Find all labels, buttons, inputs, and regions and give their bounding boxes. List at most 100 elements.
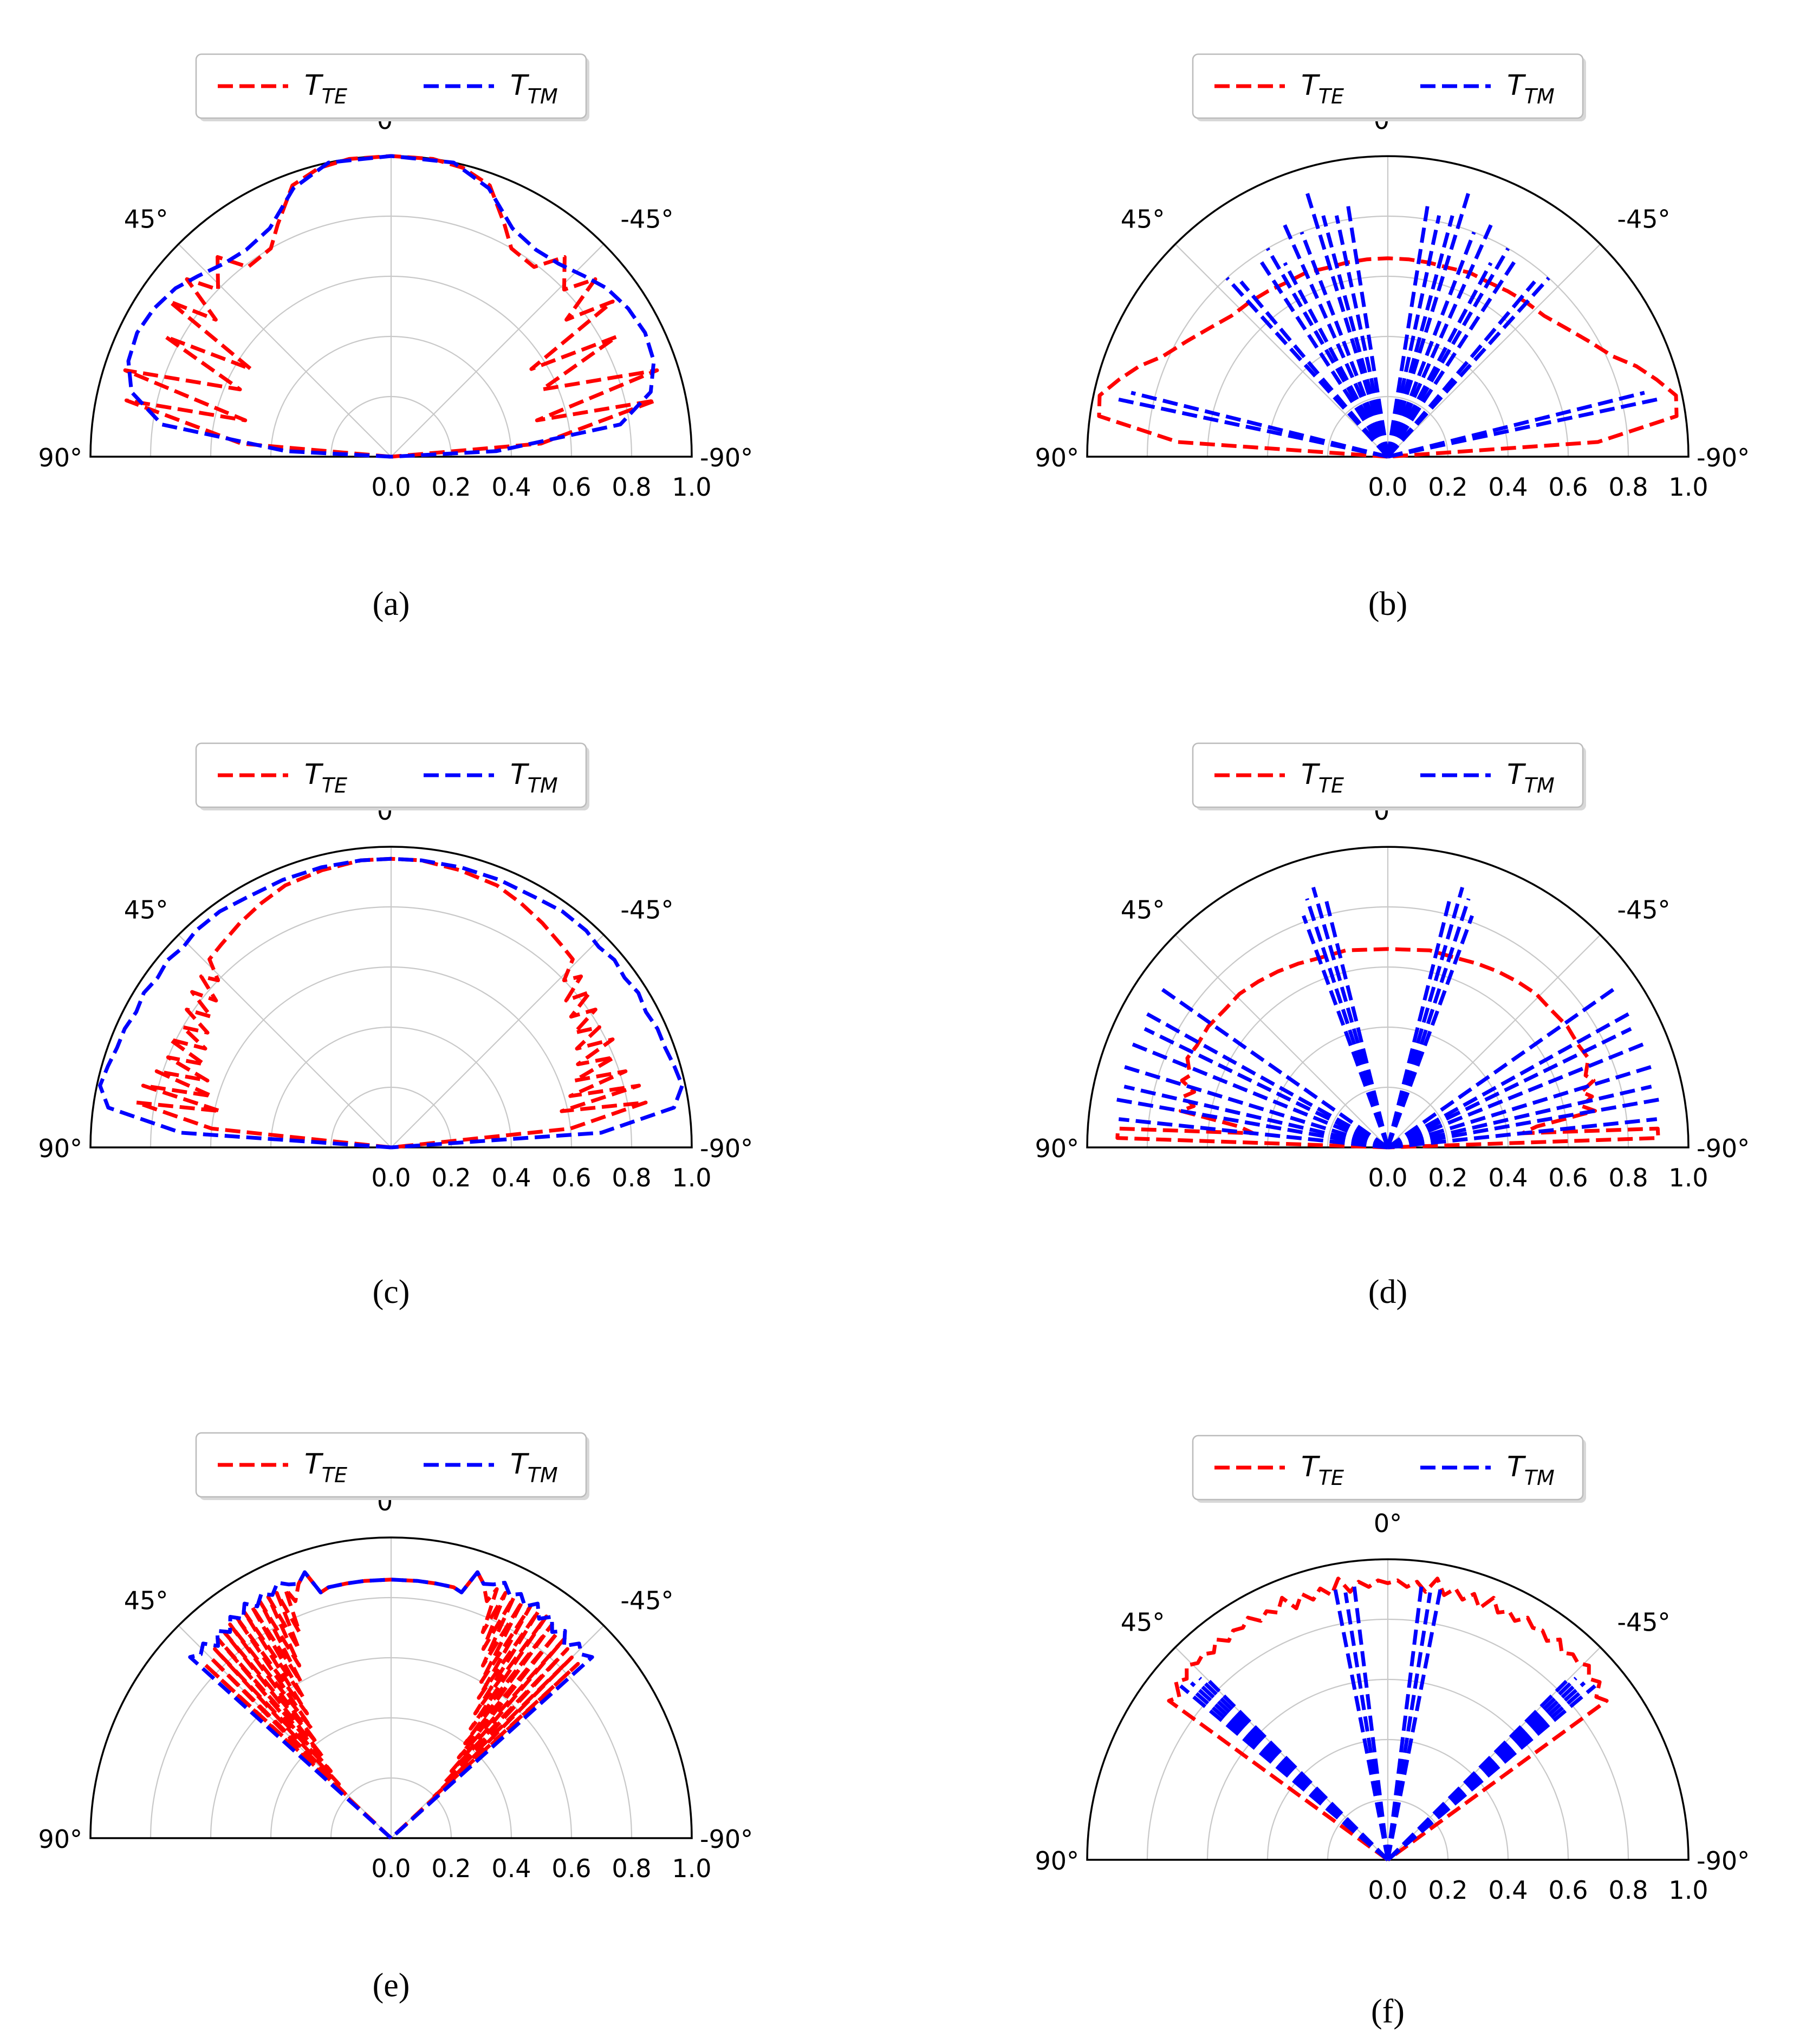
legend-label-t-te-main: T: [1301, 69, 1321, 102]
legend-label-t-te-subscript: TE: [1318, 85, 1344, 108]
legend-label-t-te-main: T: [1301, 758, 1321, 791]
legend-box: [1192, 1435, 1584, 1501]
legend-box: [1192, 742, 1584, 808]
series-t-tm-spoke: [1387, 1117, 1658, 1150]
series-t-tm-spoke: [1386, 886, 1465, 1148]
series-t-tm-spoke: [1387, 1065, 1653, 1150]
radial-tick-label: 1.0: [672, 1854, 711, 1883]
angle-tick-label: 45°: [1121, 1608, 1165, 1637]
radial-tick-label: 0.6: [1548, 472, 1588, 502]
legend-label-t-tm-subscript: TM: [1524, 1466, 1555, 1490]
angle-tick-label: 45°: [124, 1586, 168, 1615]
radial-tick-label: 0.2: [1428, 472, 1467, 502]
radial-tick-label: 0.2: [431, 1854, 471, 1883]
radial-tick-label: 1.0: [1668, 1163, 1708, 1192]
radial-tick-label: 0.2: [431, 472, 471, 502]
series-t-te-line: [1167, 1576, 1609, 1861]
series-t-tm-spoke: [1386, 189, 1472, 458]
radial-tick-label: 0.2: [1428, 1876, 1467, 1905]
polar-frame: [1086, 155, 1690, 458]
angle-tick-label: -45°: [1617, 1608, 1670, 1637]
series-t-tm-spoke: [1386, 247, 1510, 458]
legend-label-t-tm-main: T: [1507, 758, 1526, 791]
series-t-tm-spoke: [1386, 280, 1536, 458]
angle-tick-label: -45°: [620, 896, 673, 925]
series-t-tm-spoke: [1386, 899, 1452, 1148]
series-t-tm-spoke: [1386, 276, 1550, 458]
angle-tick-label: -90°: [700, 1825, 753, 1854]
series-t-tm-spoke: [1386, 987, 1616, 1149]
legend: TTE TTM: [1192, 1435, 1586, 1503]
series-t-tm-spoke: [1386, 1684, 1576, 1861]
radial-tick-label: 0.0: [371, 472, 411, 502]
series-t-tm-spoke: [1386, 231, 1476, 458]
legend-label-t-te-subscript: TE: [322, 1463, 347, 1487]
angle-tick-label: 90°: [38, 1825, 82, 1854]
radial-tick-label: 1.0: [672, 1163, 711, 1192]
series-t-te-line: [1115, 947, 1660, 1150]
series-t-tm-spoke: [1265, 247, 1390, 458]
angle-tick-label: 0°: [1374, 1509, 1402, 1538]
legend-label-t-tm: TTM: [510, 758, 558, 797]
panel-caption: (b): [1368, 586, 1407, 622]
legend-label-t-tm-subscript: TM: [528, 85, 558, 108]
radial-tick-label: 0.6: [551, 1854, 591, 1883]
series-t-tm-spoke: [1131, 1042, 1389, 1150]
angular-gridline: [1387, 243, 1601, 457]
legend-label-t-tm-main: T: [510, 1448, 530, 1481]
radial-tick-label: 0.0: [371, 1163, 411, 1192]
legend-label-t-tm-subscript: TM: [528, 1463, 558, 1487]
series-t-tm-spoke: [1160, 987, 1389, 1149]
series-t-tm-spokes: [1179, 1582, 1596, 1861]
radial-tick-label: 0.8: [1608, 1163, 1648, 1192]
polar-frame: [1086, 846, 1690, 1148]
legend-box: [195, 1432, 587, 1498]
angular-gridline: [1387, 934, 1601, 1148]
legend: TTE TTM: [195, 53, 589, 121]
angular-gridline: [178, 934, 392, 1148]
series-t-tm-spoke: [1387, 1011, 1631, 1150]
radial-tick-label: 0.8: [612, 472, 651, 502]
legend-label-t-te: TTE: [1301, 1451, 1344, 1490]
series-t-tm-line: [98, 856, 684, 1150]
legend-box: [195, 53, 587, 119]
legend-label-t-te-subscript: TE: [1318, 774, 1344, 797]
legend-label-t-tm: TTM: [1507, 69, 1555, 108]
radial-tick-label: 1.0: [1668, 472, 1708, 502]
angle-tick-label: 90°: [1035, 1846, 1079, 1876]
angle-tick-label: 45°: [124, 896, 168, 925]
series-t-tm-spoke: [1386, 915, 1474, 1148]
series-t-tm-spoke: [1387, 1042, 1645, 1150]
legend-label-t-tm: TTM: [1507, 758, 1555, 797]
angle-tick-label: -90°: [700, 1134, 753, 1163]
series-t-tm-spoke: [1300, 231, 1390, 458]
legend-label-t-te-subscript: TE: [1318, 1466, 1344, 1490]
angular-gridline: [1174, 243, 1388, 457]
series-t-tm-spoke: [1118, 1117, 1388, 1150]
radial-tick-label: 0.2: [431, 1163, 471, 1192]
series-t-tm-spoke: [1386, 1592, 1432, 1860]
radial-tick-label: 0.2: [1428, 1163, 1467, 1192]
legend-label-t-tm-main: T: [1507, 1451, 1526, 1483]
legend-label-t-te: TTE: [304, 69, 347, 108]
series-t-tm-spoke: [1122, 1065, 1389, 1150]
legend-label-t-te: TTE: [1301, 758, 1344, 797]
radial-tick-label: 1.0: [672, 472, 711, 502]
radial-tick-label: 0.0: [1368, 1876, 1407, 1905]
series-t-tm-spoke: [1386, 215, 1441, 457]
angle-tick-label: -45°: [1617, 896, 1670, 925]
series-t-tm-spoke: [1386, 1588, 1443, 1860]
polar-frame: [1086, 1558, 1690, 1861]
angle-tick-label: -45°: [620, 1586, 673, 1615]
series-t-tm-spoke: [1386, 1684, 1596, 1861]
polar-frame: [89, 1536, 693, 1839]
legend-label-t-tm: TTM: [1507, 1451, 1555, 1490]
radial-tick-label: 0.8: [612, 1854, 651, 1883]
legend: TTE TTM: [1192, 53, 1586, 121]
legend: TTE TTM: [195, 1432, 589, 1500]
polar-panel-b: 0°45°-45°90°-90°0.00.20.40.60.81.0TTETTM…: [1035, 53, 1750, 622]
series-t-tm-spoke: [1386, 1689, 1584, 1861]
